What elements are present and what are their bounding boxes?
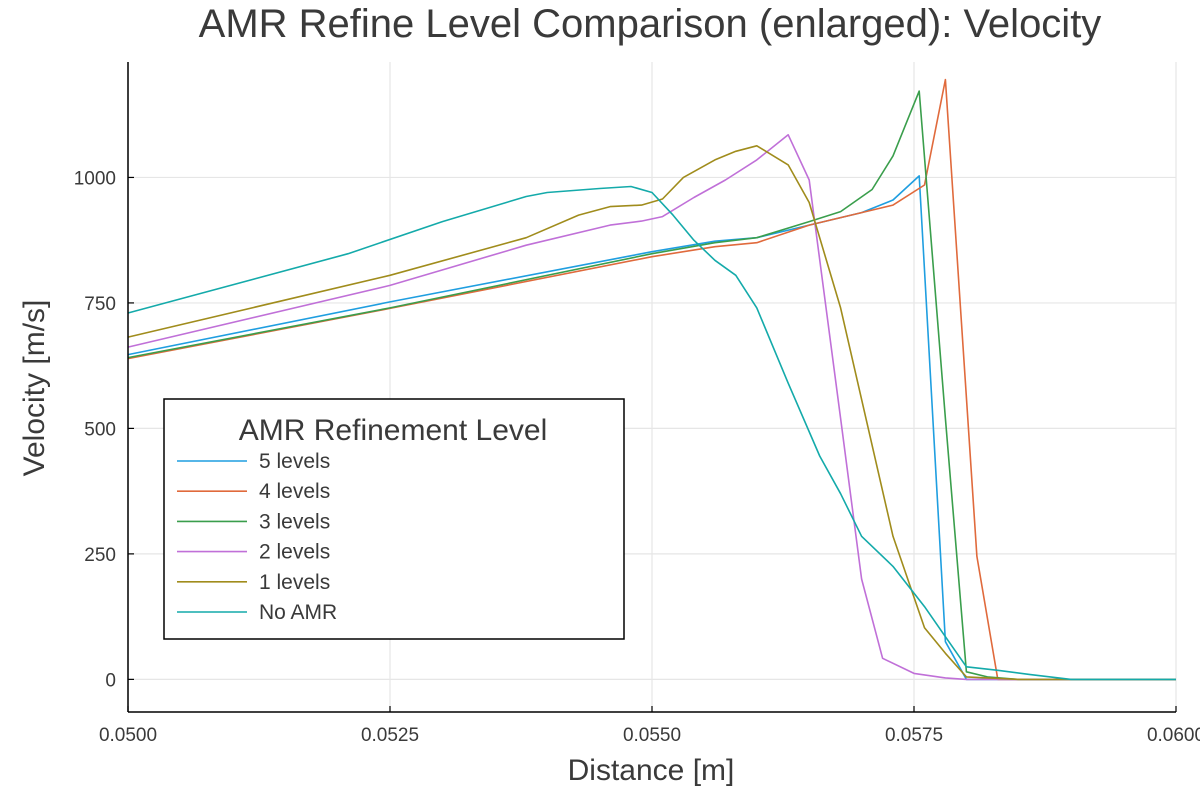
series-line-4-levels (127, 78, 1176, 681)
axes (127, 62, 1177, 713)
legend-label: 4 levels (259, 480, 330, 503)
legend-items: 5 levels 4 levels 3 levels 2 levels 1 levels… (177, 450, 337, 624)
x-tick-label: 0.0575 (885, 725, 943, 746)
y-tick-label: 1000 (74, 168, 116, 189)
series-line-no-amr (127, 185, 1176, 681)
y-tick-label: 0 (105, 670, 116, 691)
x-tick-label: 0.0550 (623, 725, 681, 746)
x-axis-label: Distance [m] (568, 754, 735, 787)
x-tick-label: 0.0525 (361, 725, 419, 746)
series-line-3-levels (127, 90, 1176, 681)
legend: AMR Refinement Level 5 levels 4 levels 3 l… (163, 398, 625, 640)
y-tick-label: 750 (84, 294, 116, 315)
x-tick-label: 0.0500 (99, 725, 157, 746)
tick-labels: 0.0500 0.0525 0.0550 0.0575 0.0600 0 250 500 750… (74, 168, 1200, 746)
series-line-2-levels (127, 134, 1176, 681)
y-tick-label: 500 (84, 419, 116, 440)
series-layer (127, 78, 1176, 681)
legend-title: AMR Refinement Level (239, 414, 547, 447)
x-tick-label: 0.0600 (1147, 725, 1200, 746)
y-axis-label: Velocity [m/s] (18, 300, 51, 477)
legend-box (163, 398, 625, 640)
legend-label: 5 levels (259, 450, 330, 473)
legend-label: 2 levels (259, 541, 330, 564)
legend-label: 1 levels (259, 571, 330, 594)
series-line-1-levels (127, 145, 1176, 681)
chart-title: AMR Refine Level Comparison (enlarged): … (199, 2, 1102, 46)
legend-label: 3 levels (259, 510, 330, 533)
y-tick-label: 250 (84, 545, 116, 566)
legend-label: No AMR (259, 601, 337, 624)
